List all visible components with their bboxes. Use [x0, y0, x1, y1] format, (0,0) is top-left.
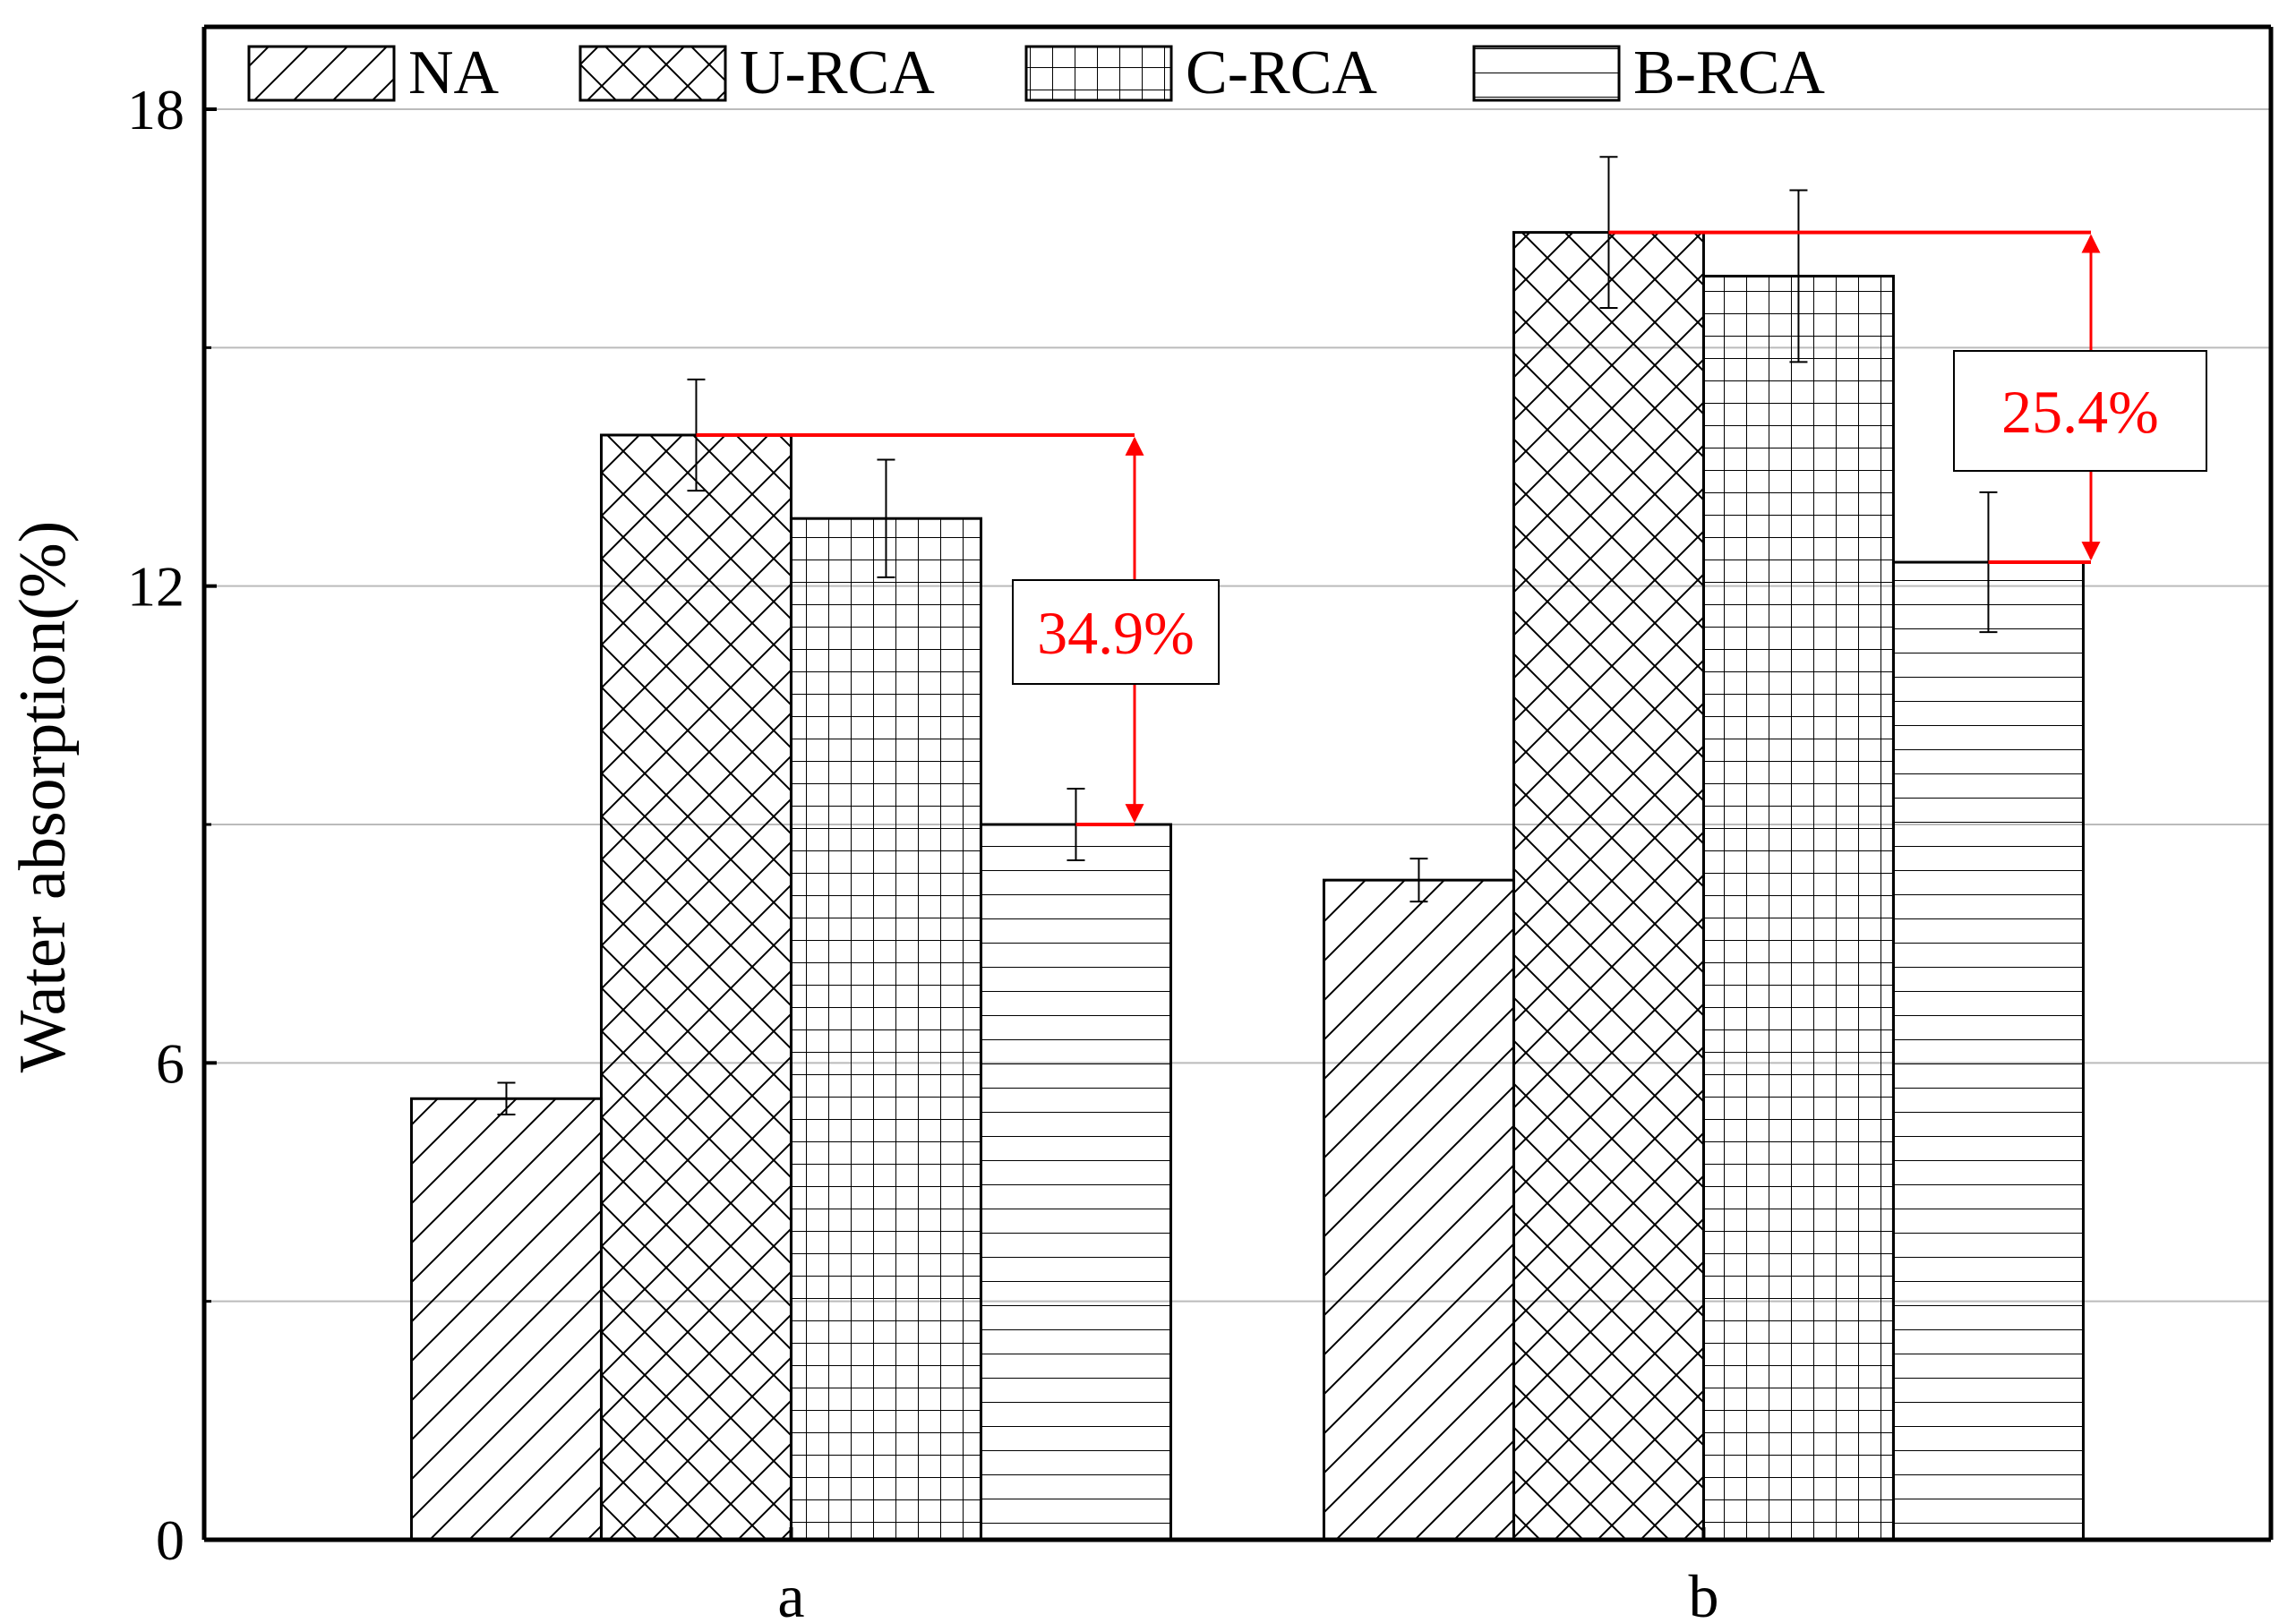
- bar-na-b: [1322, 878, 1515, 1542]
- difference-annotations: 34.9% 25.4%: [696, 230, 2207, 826]
- bar-b-rca-a: [979, 823, 1172, 1542]
- legend-item-na: NA: [247, 38, 500, 107]
- y-tick-label: 12: [127, 555, 184, 619]
- y-tick-label: 0: [156, 1508, 184, 1572]
- annotation-label: 34.9%: [1037, 599, 1195, 667]
- error-bar-c-rca-b: [1789, 189, 1808, 363]
- bar-u-rca-a: [599, 433, 792, 1542]
- annotation-label: 25.4%: [2001, 378, 2159, 446]
- y-tick-label: 6: [156, 1031, 184, 1095]
- axes: 0 6 12 18 a b: [127, 24, 2274, 1623]
- legend-label: B-RCA: [1633, 38, 1825, 107]
- legend-item-u-rca: U-RCA: [578, 38, 935, 107]
- legend-label: NA: [408, 38, 500, 107]
- legend-item-b-rca: B-RCA: [1472, 38, 1825, 107]
- bars: [409, 231, 2085, 1542]
- legend-item-c-rca: C-RCA: [1024, 38, 1377, 107]
- legend-swatch: [1472, 45, 1621, 102]
- x-category-label: b: [1688, 1562, 1718, 1623]
- x-category-label: a: [777, 1562, 804, 1623]
- error-bar-na-b: [1409, 858, 1428, 903]
- bar-c-rca-a: [789, 517, 982, 1542]
- annotation-box: [1953, 350, 2207, 472]
- legend-swatch: [247, 45, 396, 102]
- legend-label: C-RCA: [1186, 38, 1377, 107]
- bar-na-a: [409, 1097, 603, 1542]
- annotation-box: [1012, 579, 1220, 685]
- y-tick-label: 18: [127, 78, 184, 141]
- legend-swatch: [578, 45, 727, 102]
- legend-label: U-RCA: [740, 38, 935, 107]
- error-bar-c-rca-a: [877, 458, 895, 578]
- annotation-b: 25.4%: [1608, 230, 2207, 565]
- legend: NA U-RCA C-RCA B-RCA: [247, 38, 1825, 107]
- error-bar-na-a: [497, 1081, 516, 1116]
- bar-b-rca-b: [1891, 560, 2085, 1542]
- annotation-a: 34.9%: [696, 432, 1220, 826]
- bar-c-rca-b: [1701, 274, 1895, 1542]
- bar-u-rca-b: [1512, 231, 1705, 1542]
- legend-swatch: [1024, 45, 1173, 102]
- y-axis-label: Water absorption(%): [6, 521, 80, 1073]
